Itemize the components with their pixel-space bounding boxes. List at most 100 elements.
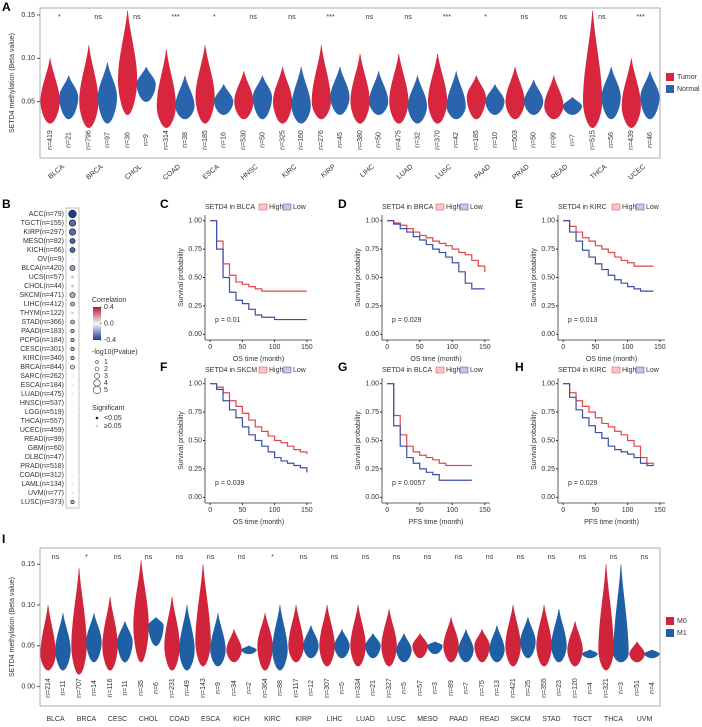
violin xyxy=(365,633,381,659)
violin xyxy=(117,621,133,663)
survival-curve xyxy=(210,383,308,455)
y-axis-label: Survival probability xyxy=(531,248,538,307)
n-label: n=50 xyxy=(259,132,266,148)
y-tick-label: 1.00 xyxy=(541,381,555,388)
legend-label: Low xyxy=(646,204,660,211)
significance-label: ns xyxy=(641,554,649,561)
violin xyxy=(598,564,614,671)
dot xyxy=(71,420,74,422)
row-label: PRAD(n=518) xyxy=(20,463,64,470)
x-tick-label: TGCT xyxy=(573,716,593,723)
significance-label: ns xyxy=(366,14,374,21)
chart-title: SETD4 in KIRC xyxy=(558,367,607,374)
size-label: 5 xyxy=(104,387,108,394)
panel-label: I xyxy=(2,532,5,546)
dot xyxy=(71,392,74,396)
size-label: 1 xyxy=(104,359,108,366)
n-label: n=117 xyxy=(293,678,300,697)
row-label: OV(n=9) xyxy=(37,256,64,263)
n-label: n=21 xyxy=(66,132,73,148)
significance-label: *** xyxy=(443,14,451,21)
significance-label: ns xyxy=(133,14,141,21)
n-label: n=419 xyxy=(47,130,54,150)
row-label: UCEC(n=459) xyxy=(20,427,64,434)
y-tick-label: 0.75 xyxy=(365,409,379,416)
n-label: n=3 xyxy=(432,682,439,694)
x-tick-label: 100 xyxy=(446,344,458,351)
y-tick-label: 0.50 xyxy=(365,274,379,281)
legend-label: High xyxy=(269,367,284,374)
x-tick-label: 150 xyxy=(654,507,666,514)
row-label: LUAD(n=475) xyxy=(21,391,64,398)
dot xyxy=(70,355,75,360)
x-tick-label: 50 xyxy=(591,344,599,351)
n-label: n=503 xyxy=(512,130,519,150)
n-label: n=13 xyxy=(494,680,501,696)
n-label: n=97 xyxy=(104,132,111,148)
dot-column-frame xyxy=(65,207,80,509)
legend-swatch xyxy=(611,203,621,211)
x-tick-label: 100 xyxy=(269,507,281,514)
n-label: n=14 xyxy=(91,680,98,696)
violin xyxy=(210,613,226,667)
dot xyxy=(71,429,74,431)
legend-swatch xyxy=(666,85,674,93)
legend-swatch xyxy=(282,203,292,211)
y-axis-label: Survival probability xyxy=(355,411,362,470)
significance-label: *** xyxy=(637,14,645,21)
row-label: KICH(n=66) xyxy=(27,247,64,254)
dot xyxy=(70,364,75,370)
y-axis-label: Survival probability xyxy=(178,248,185,307)
n-label: n=4 xyxy=(587,682,594,694)
chart-title: SETD4 in BLCA xyxy=(382,367,433,374)
violin xyxy=(381,609,397,667)
row-label: ESCA(n=184) xyxy=(21,382,64,389)
row-label: THYM(n=122) xyxy=(20,310,64,317)
dot xyxy=(71,447,74,449)
x-tick-label: MESO xyxy=(417,716,438,723)
n-label: n=160 xyxy=(298,130,305,150)
x-tick-label: THCA xyxy=(604,716,623,723)
legend-swatch xyxy=(666,629,674,637)
significance-label: * xyxy=(58,14,61,21)
legend-label: High xyxy=(446,367,461,374)
x-tick-label: LUSC xyxy=(435,164,454,181)
significance-label: ns xyxy=(300,554,308,561)
y-tick-label: 1.00 xyxy=(188,381,202,388)
panel-label: B xyxy=(2,197,11,211)
row-label: BLCA(n=420) xyxy=(21,265,64,272)
significance-label: ns xyxy=(94,14,102,21)
x-tick-label: 0 xyxy=(385,344,389,351)
row-label: LUSC(n=373) xyxy=(21,499,64,506)
y-axis-label: Survival probability xyxy=(355,248,362,307)
x-axis-label: OS time (month) xyxy=(233,356,284,363)
x-tick-label: 50 xyxy=(416,344,424,351)
violin xyxy=(214,84,234,115)
legend-label: High xyxy=(446,204,461,211)
violin xyxy=(179,604,195,671)
legend-swatch xyxy=(611,366,621,374)
row-label: CHOL(n=44) xyxy=(24,283,64,290)
violin xyxy=(330,66,350,115)
violin xyxy=(234,71,254,120)
panel-label: C xyxy=(160,197,169,211)
n-label: n=4 xyxy=(649,682,656,694)
n-label: n=185 xyxy=(202,130,209,150)
n-label: n=75 xyxy=(479,680,486,696)
x-tick-label: LUAD xyxy=(396,164,415,181)
n-label: n=11 xyxy=(122,680,129,695)
violin xyxy=(350,53,370,124)
violin xyxy=(71,568,87,675)
dot xyxy=(69,238,76,244)
n-label: n=32 xyxy=(414,132,421,148)
row-label: GBM(n=60) xyxy=(28,445,64,452)
y-tick-label: 1.00 xyxy=(365,381,379,388)
y-axis-label: SETD4 methylation (Beta value) xyxy=(9,33,16,133)
violin xyxy=(291,66,311,124)
violin xyxy=(412,633,428,659)
violin xyxy=(562,97,583,115)
violin xyxy=(520,617,536,659)
n-label: n=2 xyxy=(246,682,253,694)
n-label: n=314 xyxy=(163,130,170,150)
